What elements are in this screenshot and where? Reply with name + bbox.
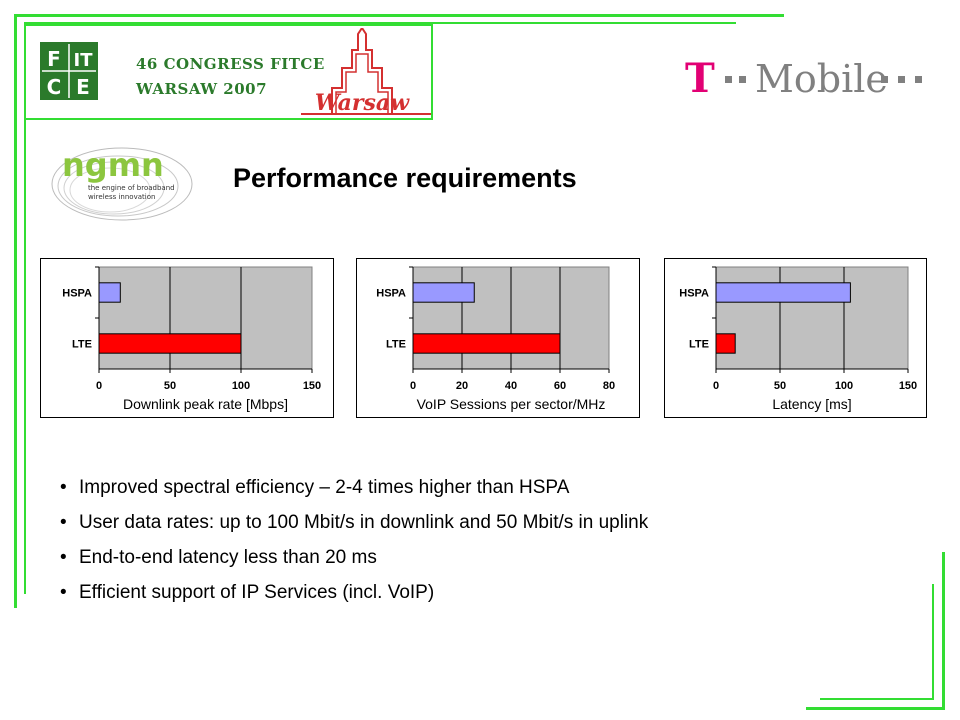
bullet-dot: • [60, 512, 67, 533]
x-tick-label: 50 [164, 380, 176, 392]
tmobile-dot [725, 76, 732, 83]
congress-line-1: 46 CONGRESS FITCE [136, 55, 325, 73]
x-tick-label: 80 [603, 380, 615, 392]
tmobile-dot [898, 76, 905, 83]
frame-top-line [14, 14, 784, 17]
tmobile-logo: T Mobile [685, 56, 922, 100]
frame-right-inner-line [932, 584, 934, 700]
frame-right-line [942, 552, 945, 710]
tmobile-wordmark: Mobile [755, 57, 888, 100]
congress-text: 46 CONGRESS FITCE WARSAW 2007 [136, 52, 325, 102]
chart-downlink-peak-rate: HSPA LTE 0 50 100 150 Downlink peak rate [Mbps… [40, 258, 334, 418]
x-tick-label: 60 [554, 380, 566, 392]
ngmn-logo: ngmn the engine of broadband wireless in… [51, 146, 193, 221]
congress-header: F IT C E 46 CONGRESS FITCE WARSAW 2007 W… [24, 24, 433, 120]
tmobile-dot [915, 76, 922, 83]
category-label: HSPA [679, 288, 709, 300]
x-tick-label: 100 [835, 380, 853, 392]
x-tick-label: 20 [456, 380, 468, 392]
ngmn-wordmark: ngmn [62, 146, 164, 184]
frame-bottom-inner-line [820, 698, 934, 700]
tmobile-dot [881, 76, 888, 83]
chart-svg-2: HSPA LTE 0 50 100 150 Latency [ms] [679, 266, 917, 412]
bar-hspa [715, 282, 851, 303]
warsaw-palace-logo: Warsaw [301, 28, 431, 116]
bullet-list: • Improved spectral efficiency – 2-4 time… [60, 474, 648, 614]
chart-latency: HSPA LTE 0 50 100 150 Latency [ms] [664, 258, 927, 418]
x-axis-title: Latency [ms] [772, 396, 851, 412]
bullet-item: • Improved spectral efficiency – 2-4 time… [60, 474, 648, 509]
congress-line-2: WARSAW 2007 [136, 80, 268, 98]
category-label: HSPA [376, 288, 406, 300]
bar-lte [715, 333, 736, 354]
fitce-letter-it: IT [74, 50, 94, 71]
frame-top-inner-line [24, 22, 736, 24]
bullet-dot: • [60, 547, 67, 568]
bullet-item: • User data rates: up to 100 Mbit/s in do… [60, 509, 648, 544]
x-axis-title: VoIP Sessions per sector/MHz [417, 396, 606, 412]
bar-lte [98, 333, 242, 354]
bullet-dot: • [60, 582, 67, 603]
bullet-text: Efficient support of IP Services (incl. … [79, 582, 435, 603]
category-label: HSPA [62, 288, 92, 300]
ngmn-tagline-2: wireless innovation [88, 193, 155, 201]
x-tick-label: 0 [713, 380, 719, 392]
frame-bottom-line [806, 707, 945, 710]
category-label: LTE [689, 339, 709, 351]
chart-svg-1: HSPA LTE 0 20 40 60 80 VoIP Sessions per sector… [376, 266, 615, 412]
bullet-text: End-to-end latency less than 20 ms [79, 547, 377, 568]
category-label: LTE [386, 339, 406, 351]
x-tick-label: 0 [96, 380, 102, 392]
x-tick-label: 150 [303, 380, 321, 392]
x-axis-title: Downlink peak rate [Mbps] [123, 396, 288, 412]
fitce-letter-e: E [76, 75, 90, 99]
frame-left-line [14, 14, 17, 608]
warsaw-label: Warsaw [315, 90, 410, 116]
bullet-text: Improved spectral efficiency – 2-4 times… [79, 477, 570, 498]
x-tick-label: 40 [505, 380, 517, 392]
fitce-letter-f: F [47, 47, 61, 71]
ngmn-tagline-1: the engine of broadband [88, 184, 175, 192]
bullet-item: • Efficient support of IP Services (incl.… [60, 579, 648, 614]
x-tick-label: 100 [232, 380, 250, 392]
plot-area [715, 266, 909, 370]
bar-lte [412, 333, 561, 354]
category-label: LTE [72, 339, 92, 351]
bar-hspa [98, 282, 121, 303]
bullet-text: User data rates: up to 100 Mbit/s in dow… [79, 512, 649, 533]
frame-left-inner-line [24, 22, 26, 594]
bullet-item: • End-to-end latency less than 20 ms [60, 544, 648, 579]
x-tick-label: 0 [410, 380, 416, 392]
tmobile-dot [739, 76, 746, 83]
chart-voip-sessions: HSPA LTE 0 20 40 60 80 VoIP Sessions per sector… [356, 258, 640, 418]
fitce-letter-c: C [47, 75, 62, 99]
x-tick-label: 50 [774, 380, 786, 392]
bar-hspa [412, 282, 475, 303]
plot-area [98, 266, 313, 370]
x-tick-label: 150 [899, 380, 917, 392]
chart-svg-0: HSPA LTE 0 50 100 150 Downlink peak rate [Mbps… [62, 266, 321, 412]
tmobile-t-letter: T [685, 56, 715, 100]
fitce-logo: F IT C E [40, 42, 98, 100]
bullet-dot: • [60, 477, 67, 498]
page-title: Performance requirements [233, 163, 577, 193]
